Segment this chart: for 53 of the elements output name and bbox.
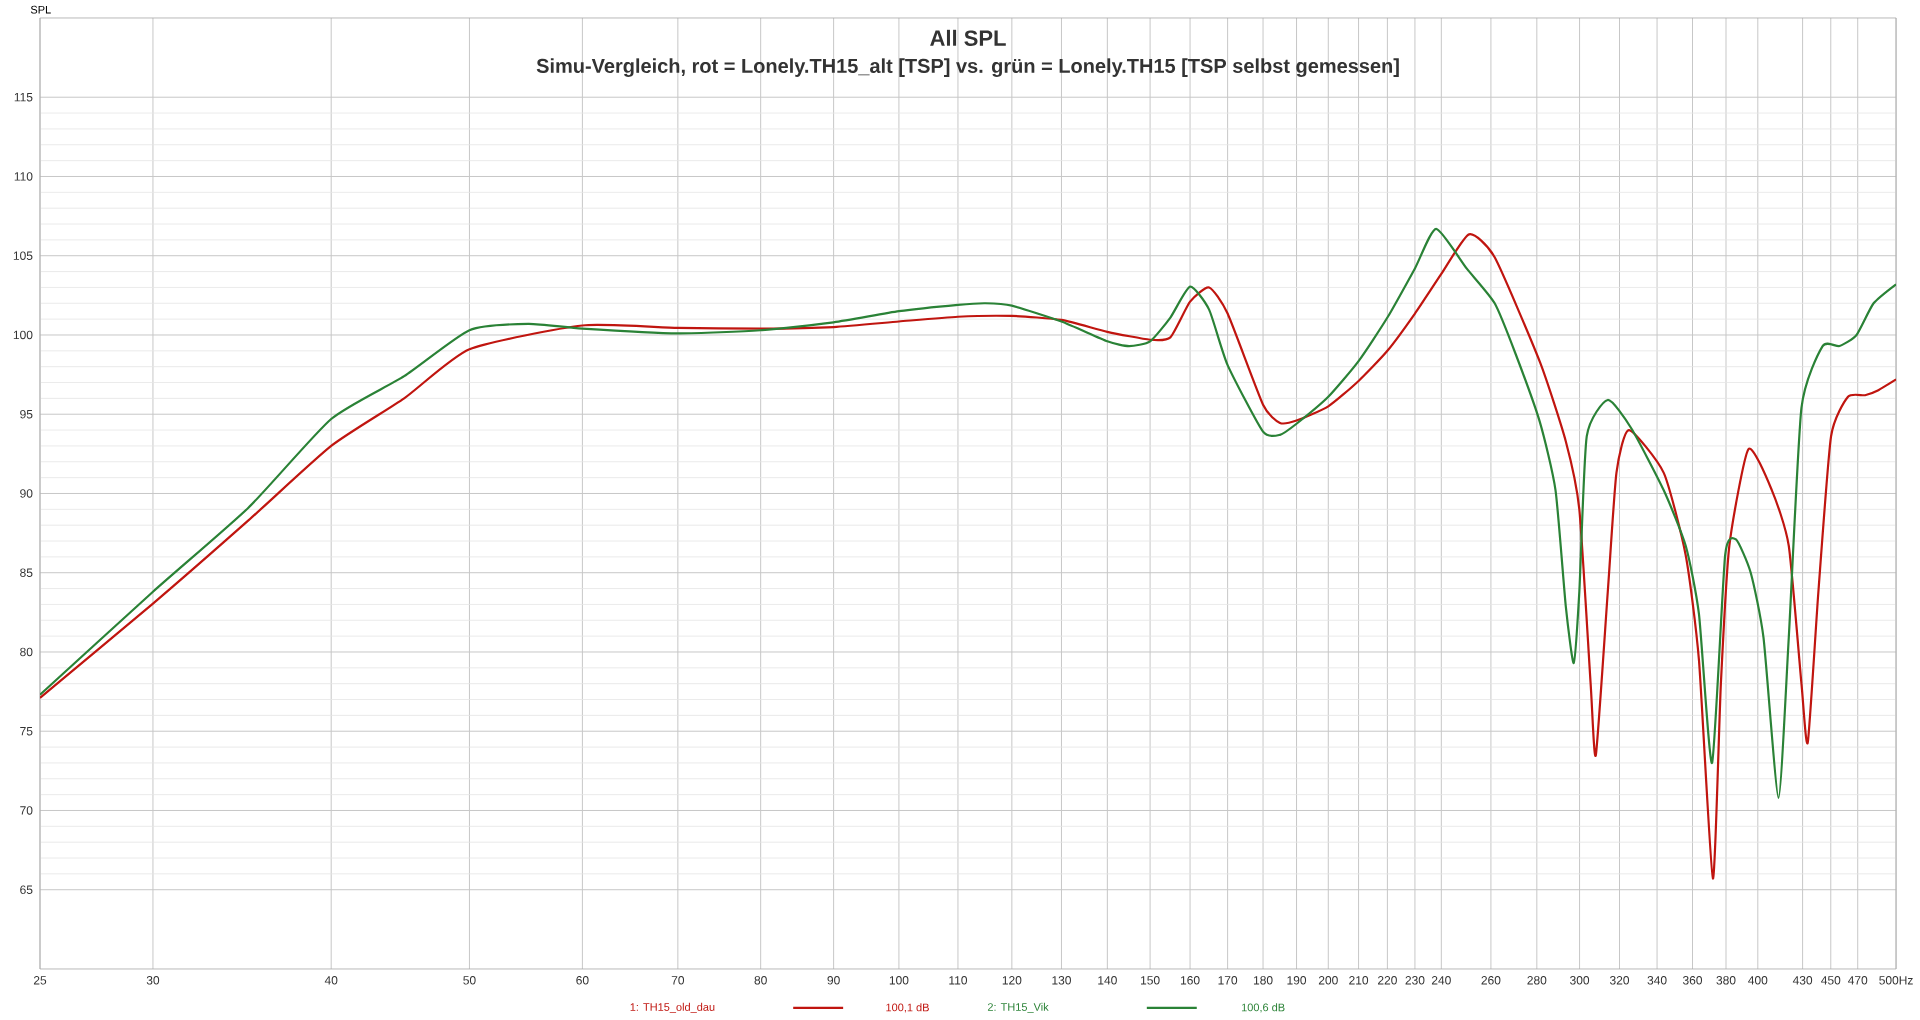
x-tick-label: 200 [1318, 976, 1338, 985]
x-tick-label: 170 [1218, 976, 1238, 985]
x-tick-label: 240 [1431, 976, 1451, 985]
x-tick-label: 90 [827, 976, 840, 985]
y-tick-label: 65 [20, 885, 33, 895]
x-tick-label: 150 [1141, 976, 1160, 985]
x-tick-label: 60 [576, 976, 589, 985]
x-tick-label: 30 [146, 976, 160, 985]
x-tick-label: 400 [1748, 976, 1768, 985]
y-axis-title: SPL [30, 5, 51, 14]
y-tick-label: 90 [20, 489, 33, 498]
x-tick-label: 100 [889, 976, 909, 985]
x-tick-label: 380 [1716, 976, 1736, 985]
y-tick-label: 80 [20, 647, 33, 657]
y-tick-label: 110 [14, 172, 33, 181]
y-tick-label: 70 [20, 806, 33, 815]
text: 1: TH15_old_dau [630, 1002, 715, 1014]
y-tick-label: 100 [13, 330, 33, 340]
x-tick-label: 230 [1405, 976, 1425, 985]
text: Simu-Vergleich, rot = Lonely.TH15_alt [TSP] vs. grün = Lonely.TH15 [TSP selbst gemessen] [536, 58, 1399, 78]
x-tick-label: 500Hz [1879, 976, 1913, 985]
x-tick-label: 40 [324, 976, 338, 985]
chart-title: All SPL [930, 29, 1006, 46]
x-tick-label: 120 [1002, 976, 1022, 985]
y-tick-label: 95 [20, 410, 33, 419]
x-tick-label: 280 [1527, 976, 1547, 985]
x-tick-label: 320 [1609, 976, 1630, 985]
y-tick-label: 75 [20, 727, 33, 736]
x-tick-label: 160 [1180, 976, 1200, 985]
text: 2: TH15_Vik [987, 1002, 1049, 1014]
x-tick-label: 260 [1481, 976, 1501, 985]
x-tick-label: 110 [949, 976, 968, 985]
x-tick-label: 80 [754, 976, 767, 985]
x-tick-label: 140 [1098, 976, 1117, 985]
x-tick-label: 130 [1052, 976, 1071, 985]
x-tick-label: 300 [1570, 976, 1590, 985]
x-tick-label: 360 [1682, 976, 1703, 985]
x-tick-label: 220 [1377, 976, 1397, 985]
x-tick-label: 70 [671, 976, 685, 985]
x-tick-label: 450 [1821, 976, 1841, 985]
y-tick-label: 105 [13, 251, 33, 261]
x-tick-label: 210 [1349, 976, 1369, 985]
x-tick-label: 180 [1253, 976, 1273, 985]
x-tick-label: 470 [1848, 976, 1868, 985]
y-tick-label: 85 [20, 568, 33, 578]
text: 100,6 dB [1241, 1003, 1285, 1013]
x-tick-label: 340 [1647, 976, 1667, 985]
x-tick-label: 190 [1287, 976, 1307, 985]
x-tick-label: 430 [1792, 976, 1813, 985]
y-tick-label: 115 [14, 93, 33, 102]
x-tick-label: 50 [463, 976, 476, 985]
x-tick-label: 25 [33, 976, 47, 985]
text: 100,1 dB [886, 1003, 929, 1013]
